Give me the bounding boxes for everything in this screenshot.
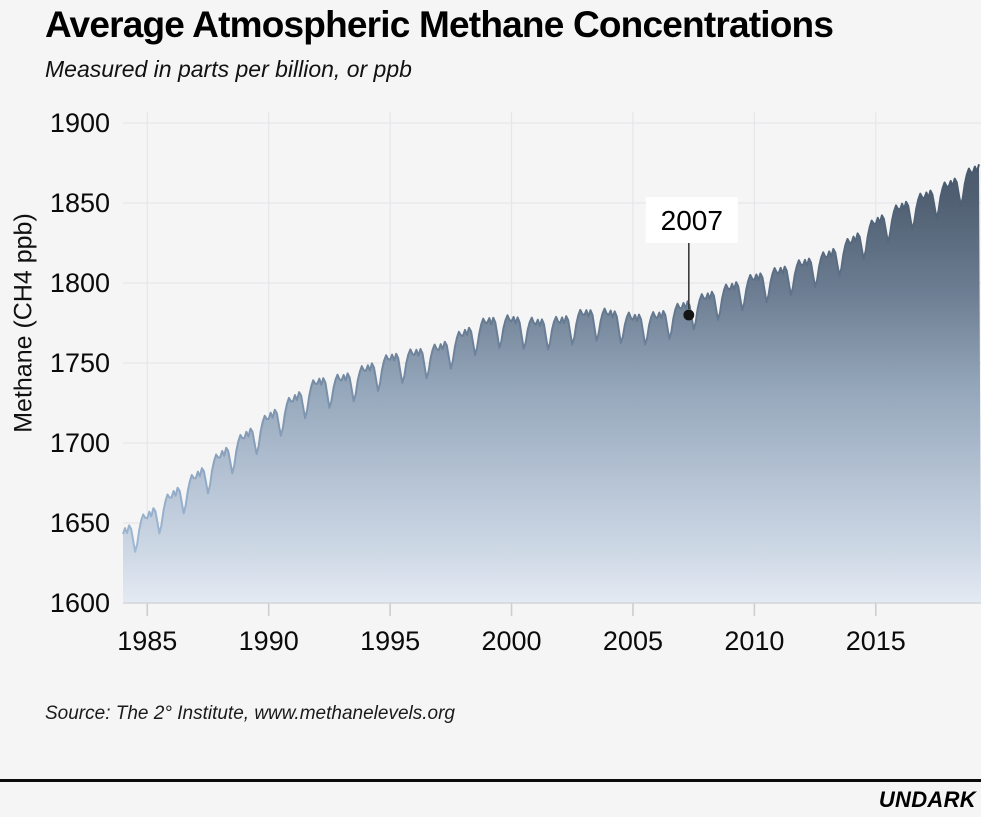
brand-logo: UNDARK [878,787,976,812]
y-tick-label: 1700 [50,428,110,458]
methane-area [123,164,981,603]
chart-title: Average Atmospheric Methane Concentratio… [45,4,834,45]
y-tick-label: 1750 [50,348,110,378]
x-tick-label: 2000 [481,626,541,656]
methane-line [122,163,980,553]
x-tick-label: 2010 [724,626,784,656]
y-tick-label: 1650 [50,508,110,538]
x-tick-label: 2015 [846,626,906,656]
y-tick-label: 1600 [50,588,110,618]
y-tick-label: 1850 [50,188,110,218]
y-tick-label: 1800 [50,268,110,298]
divider-rule [0,779,981,782]
chart-subtitle: Measured in parts per billion, or ppb [45,56,412,82]
tick-labels: 1600 1650 1700 1750 1800 1850 1900 1985 1990 1995… [50,108,906,656]
annotation-dot [683,309,695,321]
y-tick-label: 1900 [50,108,110,138]
x-tick-label: 1995 [360,626,420,656]
x-tick-label: 1990 [239,626,299,656]
annotation-box [645,197,738,243]
axes [123,602,981,616]
annotation-label: 2007 [661,205,723,236]
source-note: Source: The 2° Institute, www.methanelev… [45,703,455,724]
annotation: 2007 [645,197,738,321]
x-tick-label: 2005 [603,626,663,656]
x-tick-label: 1985 [117,626,177,656]
area-series [122,163,981,603]
methane-area-chart: 1600 1650 1700 1750 1800 1850 1900 1985 1990 1995… [50,108,981,656]
